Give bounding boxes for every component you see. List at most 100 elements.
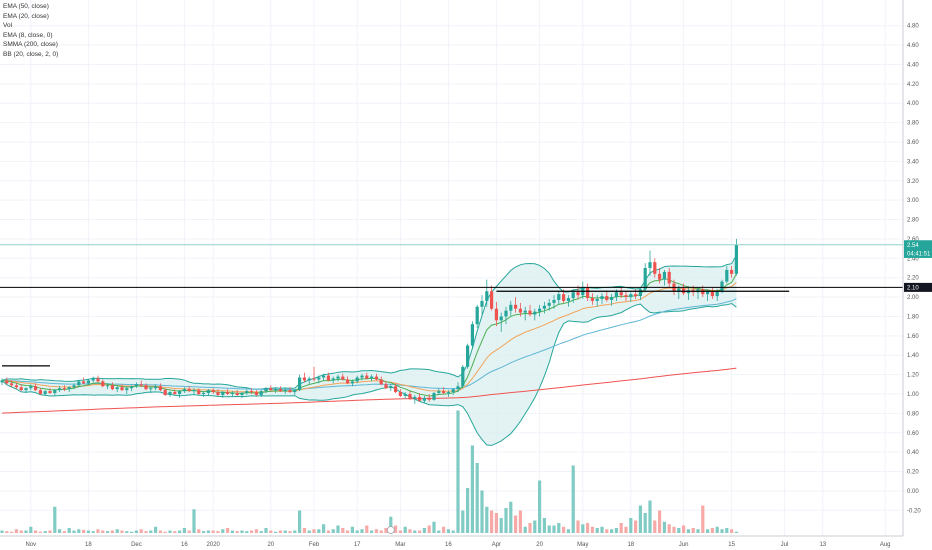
- legend-item[interactable]: EMA (50, close): [3, 3, 49, 10]
- volume-bar: [355, 530, 359, 533]
- volume-bar: [725, 528, 729, 533]
- volume-bar: [302, 528, 306, 533]
- candle-body: [341, 376, 345, 380]
- volume-bar: [418, 530, 422, 533]
- candle-body: [269, 388, 273, 391]
- price-tick-label: 3.60: [907, 140, 919, 146]
- candle-body: [437, 391, 441, 394]
- candle: [542, 301, 546, 314]
- volume-bar: [154, 526, 158, 533]
- candle-body: [216, 392, 220, 395]
- volume-bar: [562, 526, 566, 533]
- price-tick-label: 2.40: [907, 256, 919, 262]
- last-price-label-text: 2.54: [907, 243, 919, 249]
- candle-body: [610, 297, 614, 300]
- volume-bar: [230, 530, 234, 533]
- legend-item[interactable]: SMMA (200, close): [3, 41, 58, 48]
- volume-bar: [326, 530, 330, 533]
- candle-body: [72, 385, 76, 388]
- candle: [427, 394, 431, 402]
- time-tick-label: 17: [354, 542, 361, 548]
- candle: [168, 391, 172, 397]
- candle-body: [538, 308, 542, 312]
- candle-body: [677, 288, 681, 292]
- volume-bar: [19, 530, 23, 533]
- candle-body: [154, 386, 158, 389]
- candle-body: [101, 381, 105, 387]
- volume-bar: [245, 531, 249, 533]
- candle: [120, 384, 124, 392]
- candle-body: [336, 376, 340, 379]
- volume-bar: [226, 528, 230, 533]
- volume-bar: [614, 528, 618, 533]
- volume-bar: [643, 513, 647, 533]
- candle-body: [552, 299, 556, 303]
- candle: [499, 312, 503, 332]
- time-tick-label: 18: [85, 542, 92, 548]
- countdown-label: 04:41:51: [904, 248, 932, 258]
- volume-bar: [437, 530, 441, 533]
- candle-body: [178, 391, 182, 394]
- candle: [178, 390, 182, 398]
- volume-bar: [10, 531, 14, 533]
- candle: [293, 389, 297, 395]
- candle: [370, 374, 374, 382]
- candle: [48, 388, 52, 394]
- candle: [514, 297, 518, 313]
- legend-item[interactable]: BB (20, close, 2, 0): [3, 50, 59, 58]
- volume-bar: [130, 531, 134, 533]
- time-tick-label: Nov: [25, 542, 36, 548]
- volume-bar: [557, 523, 561, 533]
- candle-body: [350, 381, 354, 384]
- candle: [365, 372, 369, 380]
- candle-body: [725, 269, 729, 282]
- volume-bar: [110, 530, 114, 533]
- price-tick-label: 4.40: [907, 62, 919, 68]
- volume-bar: [77, 529, 81, 533]
- volume-bar: [206, 530, 210, 533]
- candle: [336, 374, 340, 382]
- volume-bar: [701, 505, 705, 533]
- time-axis: Nov 18 Dec 16 2020 20 Feb 17 Mar 16 Apr 20 May 18 Jun 1…: [25, 542, 890, 548]
- candle-body: [518, 308, 522, 313]
- ema20-line: [1, 282, 737, 393]
- candle: [67, 386, 71, 393]
- volume-bar: [658, 510, 662, 533]
- candle: [312, 366, 316, 382]
- volume-bar: [485, 506, 489, 533]
- volume-bar: [696, 529, 700, 533]
- volume-bar: [542, 518, 546, 533]
- volume-bar: [475, 463, 479, 533]
- legend-item[interactable]: EMA (8, close, 0): [3, 31, 53, 39]
- candle: [62, 385, 66, 392]
- candle-body: [432, 393, 436, 400]
- candle: [518, 302, 522, 317]
- candle-body: [475, 306, 479, 325]
- candle-body: [312, 378, 316, 380]
- candle-body: [706, 291, 710, 295]
- candle-body: [370, 376, 374, 379]
- price-tick-label: 3.80: [907, 121, 919, 127]
- candle-body: [298, 377, 302, 391]
- candle-body: [202, 393, 206, 395]
- candle: [154, 384, 158, 391]
- candle: [408, 391, 412, 400]
- candle-body: [43, 391, 47, 394]
- volume-bar: [221, 529, 225, 533]
- candle-body: [514, 304, 518, 309]
- candle-body: [192, 390, 196, 392]
- candle: [648, 250, 652, 276]
- time-tick-label: 2020: [207, 542, 221, 548]
- volume-bar: [43, 531, 47, 533]
- legend-item[interactable]: EMA (20, close): [3, 12, 49, 20]
- candle: [442, 387, 446, 394]
- volume-bar: [149, 530, 153, 533]
- legend-item[interactable]: Vol: [3, 22, 13, 29]
- candle: [494, 301, 498, 327]
- volume-bar: [38, 531, 42, 533]
- candle-body: [466, 345, 470, 367]
- volume-bar: [432, 521, 436, 533]
- candle-body: [710, 291, 714, 297]
